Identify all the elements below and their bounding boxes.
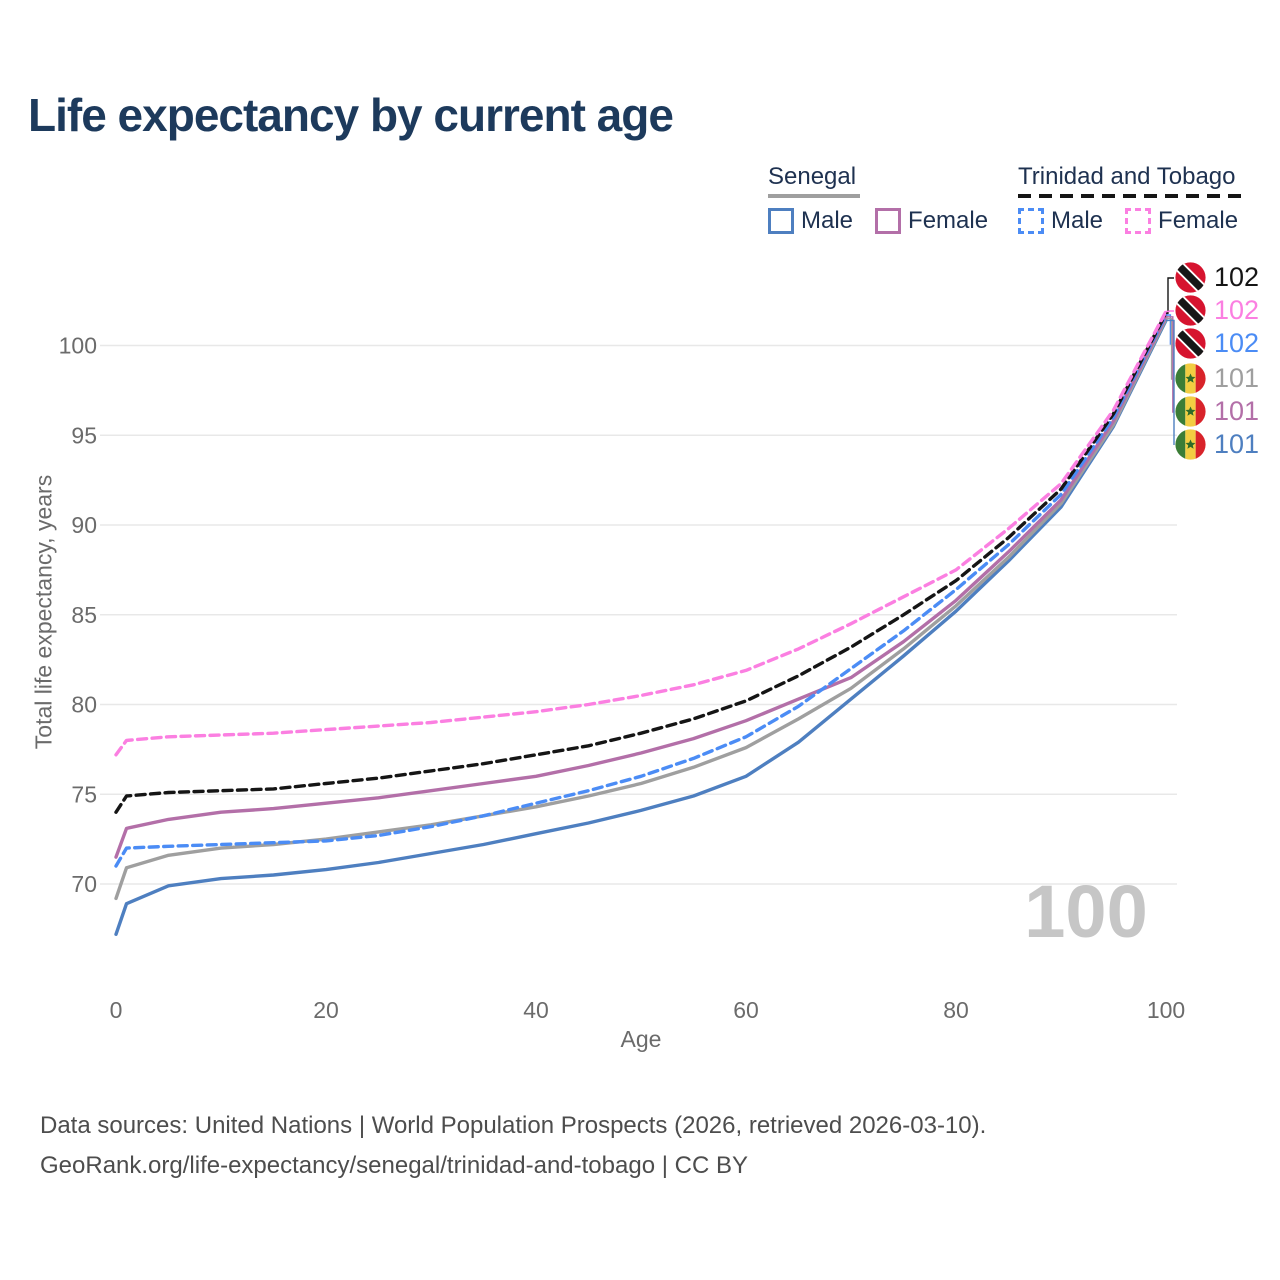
footer: Data sources: United Nations | World Pop… [40,1106,986,1186]
series-line-senegal-total[interactable] [114,316,1168,901]
end-label-value: 101 [1214,429,1260,459]
y-tick-label-85: 85 [71,602,97,628]
legend-underline-trinidad-total [1018,194,1249,198]
y-tick-label-75: 75 [71,781,97,807]
end-label-trinidad-female: 102 [1175,295,1259,326]
y-tick-label-95: 95 [71,422,97,448]
y-tick-label-80: 80 [71,692,97,718]
legend-label-senegal-male[interactable]: Male [801,207,854,234]
x-tick-label-80: 80 [943,997,969,1023]
end-label-trinidad-male: 102 [1175,328,1259,359]
trinidad-and-tobago-flag-icon [1175,295,1206,326]
legend-label-trinidad-male[interactable]: Male [1051,207,1104,234]
end-label-trinidad-total: 102 [1175,262,1259,293]
x-tick-label-20: 20 [313,997,339,1023]
legend-group-senegal: Senegal Male Female [768,163,1010,235]
senegal-flag-icon [1175,429,1206,460]
senegal-flag-icon [1175,363,1206,394]
page-title: Life expectancy by current age [28,89,674,141]
y-tick-label-90: 90 [71,512,97,538]
legend-swatch-senegal-male[interactable] [768,208,794,234]
legend-label-senegal-female[interactable]: Female [908,207,989,234]
series-line-trinidad-male[interactable] [114,313,1168,868]
end-label-senegal-male: 101 [1175,429,1259,460]
footer-datasource: Data sources: United Nations | World Pop… [40,1112,987,1139]
senegal-flag-icon [1175,396,1206,427]
x-tick-label-40: 40 [523,997,549,1023]
series-line-trinidad-female[interactable] [114,309,1168,757]
y-tick-label-70: 70 [71,871,97,897]
legend-country-trinidad-and-tobago[interactable]: Trinidad and Tobago [1018,163,1236,190]
current-age-watermark: 100 [1024,870,1148,953]
series-line-trinidad-total[interactable] [114,311,1168,814]
end-label-value: 102 [1214,295,1260,325]
line-chart-plot[interactable]: 70 75 80 85 90 95 100 0 20 40 60 80 100 [0,0,1280,1070]
end-label-value: 102 [1214,328,1260,358]
leader-line-trinidad-total [1166,277,1174,314]
x-axis-title: Age [620,1026,662,1052]
end-label-senegal-total: 101 [1175,363,1259,394]
trinidad-and-tobago-flag-icon [1175,328,1206,359]
y-axis-title: Total life expectancy, years [30,474,57,750]
y-tick-label-100: 100 [59,333,97,359]
legend-country-senegal[interactable]: Senegal [768,163,857,190]
series-line-senegal-female[interactable] [114,315,1168,859]
legend-group-trinidad-and-tobago: Trinidad and Tobago Male Female [1018,163,1260,235]
end-label-value: 102 [1214,262,1260,292]
legend-swatch-trinidad-male[interactable] [1018,208,1044,234]
legend-swatch-senegal-female[interactable] [875,208,902,234]
legend-swatch-trinidad-female[interactable] [1125,208,1152,234]
legend-label-trinidad-female[interactable]: Female [1158,207,1239,234]
end-label-value: 101 [1214,396,1260,426]
x-tick-label-60: 60 [733,997,759,1023]
end-label-senegal-female: 101 [1175,396,1259,427]
trinidad-and-tobago-flag-icon [1175,262,1206,293]
x-tick-label-100: 100 [1147,997,1185,1023]
legend-underline-senegal-total [768,194,860,198]
series-line-senegal-male[interactable] [114,318,1168,936]
x-tick-label-0: 0 [110,997,123,1023]
leader-line-senegal-male [1166,319,1175,445]
end-label-value: 101 [1214,363,1260,393]
footer-url: GeoRank.org/life-expectancy/senegal/trin… [40,1152,748,1179]
